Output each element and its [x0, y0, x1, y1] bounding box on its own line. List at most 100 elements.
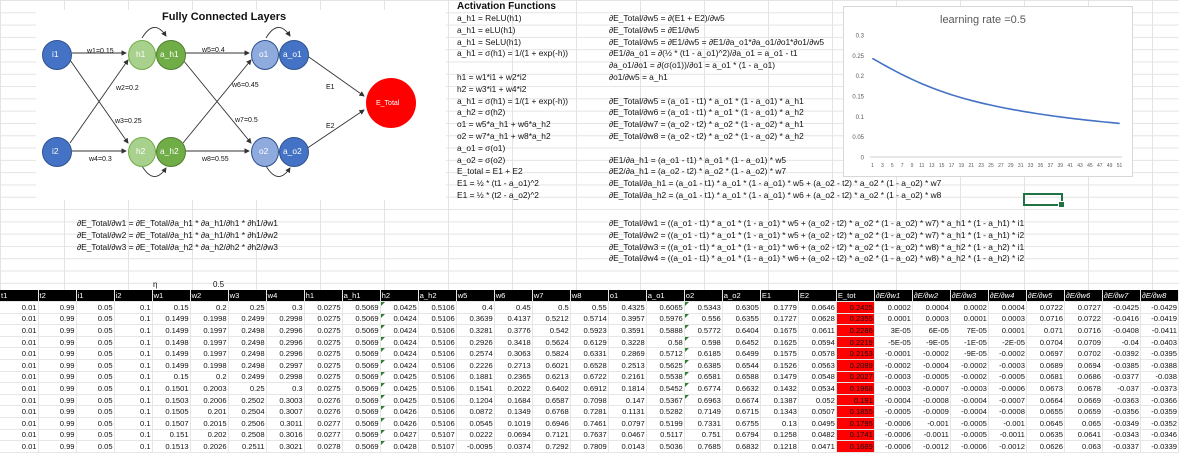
table-cell[interactable]: -0.0007 — [988, 394, 1027, 407]
table-cell[interactable]: 0.0727 — [1064, 301, 1103, 314]
table-cell[interactable]: 0.0686 — [1064, 371, 1103, 384]
table-cell[interactable]: 0.6946 — [532, 417, 571, 430]
column-header[interactable]: ∂E/∂w1 — [874, 290, 913, 302]
table-cell[interactable]: 0.6544 — [722, 359, 761, 372]
table-cell[interactable]: 0.0275 — [304, 359, 343, 372]
table-cell[interactable]: 0.2286 — [836, 324, 875, 337]
column-header[interactable]: a_o1 — [646, 290, 685, 302]
table-cell[interactable]: 0.071 — [1026, 324, 1065, 337]
table-cell[interactable]: 0.1997 — [190, 336, 229, 349]
table-cell[interactable]: 0.0628 — [798, 313, 837, 326]
table-cell[interactable]: -0.0004 — [874, 394, 913, 407]
table-cell[interactable]: -9E-05 — [950, 347, 989, 360]
table-cell[interactable]: 0.25 — [228, 301, 267, 314]
table-cell[interactable]: 0.0611 — [798, 324, 837, 337]
table-cell[interactable]: 0.1 — [114, 301, 153, 314]
column-header[interactable]: h2 — [380, 290, 419, 302]
table-cell[interactable]: -0.0012 — [912, 440, 951, 453]
table-cell[interactable]: -0.0002 — [988, 347, 1027, 360]
table-cell[interactable]: 0.99 — [38, 336, 77, 349]
table-cell[interactable]: 0.0534 — [798, 382, 837, 395]
table-cell[interactable]: 0.5069 — [342, 382, 381, 395]
table-cell[interactable]: 0.0545 — [456, 417, 495, 430]
table-cell[interactable]: -0.0009 — [912, 405, 951, 418]
table-cell[interactable]: 0.5117 — [646, 429, 685, 442]
table-cell[interactable]: 0.5069 — [342, 405, 381, 418]
table-cell[interactable]: 0.3418 — [494, 336, 533, 349]
table-cell[interactable]: 0.542 — [532, 324, 571, 337]
table-cell[interactable]: 0.5069 — [342, 371, 381, 384]
table-cell[interactable]: 0.0641 — [1064, 429, 1103, 442]
table-cell[interactable]: 0.4 — [456, 301, 495, 314]
table-cell[interactable]: 0.01 — [0, 336, 39, 349]
table-cell[interactable]: 0.0428 — [380, 440, 419, 453]
table-cell[interactable]: 0.5069 — [342, 347, 381, 360]
table-cell[interactable]: 0.1507 — [152, 417, 191, 430]
table-cell[interactable]: 0.1526 — [760, 359, 799, 372]
table-cell[interactable]: -0.0002 — [874, 359, 913, 372]
table-cell[interactable]: 0.3021 — [266, 440, 305, 453]
table-cell[interactable]: 0.99 — [38, 417, 77, 430]
loss-chart[interactable]: learning rate =0.5 0 0.05 0.1 0.15 0.2 0.25 0.… — [843, 6, 1133, 177]
table-cell[interactable]: 0.6404 — [722, 324, 761, 337]
table-cell[interactable]: 0.151 — [152, 429, 191, 442]
table-cell[interactable]: -0.0385 — [1102, 359, 1141, 372]
table-cell[interactable]: 0.751 — [684, 429, 723, 442]
table-cell[interactable]: 0.2498 — [228, 359, 267, 372]
table-cell[interactable]: 0.5106 — [418, 382, 457, 395]
table-cell[interactable]: 0.7098 — [570, 394, 609, 407]
column-header[interactable]: E1 — [760, 290, 799, 302]
table-cell[interactable]: 0.5107 — [418, 429, 457, 442]
table-cell[interactable]: -0.0011 — [912, 429, 951, 442]
table-cell[interactable]: -0.0003 — [874, 382, 913, 395]
table-cell[interactable]: 0.6528 — [570, 359, 609, 372]
table-cell[interactable]: -9E-05 — [912, 336, 951, 349]
table-cell[interactable]: 0.1 — [114, 429, 153, 442]
table-cell[interactable]: -0.0425 — [1102, 301, 1141, 314]
table-cell[interactable]: 0.2511 — [228, 440, 267, 453]
table-cell[interactable]: -2E-05 — [988, 336, 1027, 349]
table-cell[interactable]: 0.2027 — [836, 371, 875, 384]
column-header[interactable]: w3 — [228, 290, 267, 302]
table-cell[interactable]: 0.1998 — [190, 359, 229, 372]
table-cell[interactable]: 0.2996 — [266, 324, 305, 337]
table-cell[interactable]: 0.5036 — [646, 440, 685, 453]
table-cell[interactable]: -0.0373 — [1140, 382, 1179, 395]
table-cell[interactable]: 0.55 — [570, 301, 609, 314]
table-cell[interactable]: 0.4325 — [608, 301, 647, 314]
table-cell[interactable]: 0.1204 — [456, 394, 495, 407]
table-cell[interactable]: 0.01 — [0, 382, 39, 395]
table-cell[interactable]: -1E-05 — [950, 336, 989, 349]
table-cell[interactable]: 0.6213 — [532, 371, 571, 384]
table-cell[interactable]: 0.6774 — [684, 382, 723, 395]
table-cell[interactable]: 0.0004 — [988, 301, 1027, 314]
table-cell[interactable]: 0.0722 — [1026, 301, 1065, 314]
table-cell[interactable]: 0.1505 — [152, 405, 191, 418]
table-cell[interactable]: 0.01 — [0, 405, 39, 418]
table-cell[interactable]: 0.1218 — [760, 440, 799, 453]
table-cell[interactable]: 0.0626 — [1026, 440, 1065, 453]
table-cell[interactable]: 0.0563 — [798, 359, 837, 372]
table-cell[interactable]: -0.0343 — [1102, 429, 1141, 442]
table-cell[interactable]: 0.99 — [38, 324, 77, 337]
table-cell[interactable]: -0.0006 — [874, 417, 913, 430]
table-cell[interactable]: 0.3776 — [494, 324, 533, 337]
table-cell[interactable]: 0.5106 — [418, 371, 457, 384]
table-cell[interactable]: -0.0337 — [1102, 440, 1141, 453]
table-cell[interactable]: 0.6588 — [722, 371, 761, 384]
table-cell[interactable]: -0.0346 — [1140, 429, 1179, 442]
table-cell[interactable]: -0.0005 — [874, 405, 913, 418]
table-cell[interactable]: 0.1019 — [494, 417, 533, 430]
table-cell[interactable]: 0.6452 — [722, 336, 761, 349]
table-cell[interactable]: 0.063 — [1064, 440, 1103, 453]
table-cell[interactable]: 0.5888 — [646, 324, 685, 337]
table-cell[interactable]: 0.99 — [38, 301, 77, 314]
table-cell[interactable]: -0.0366 — [1140, 394, 1179, 407]
table-cell[interactable]: 0.6755 — [722, 417, 761, 430]
table-cell[interactable]: 0.7149 — [684, 405, 723, 418]
table-cell[interactable]: 0.01 — [0, 313, 39, 326]
table-cell[interactable]: 0.5923 — [570, 324, 609, 337]
table-cell[interactable]: 0.05 — [76, 313, 115, 326]
table-cell[interactable]: 0.05 — [76, 382, 115, 395]
table-cell[interactable]: 0.2425 — [836, 301, 875, 314]
